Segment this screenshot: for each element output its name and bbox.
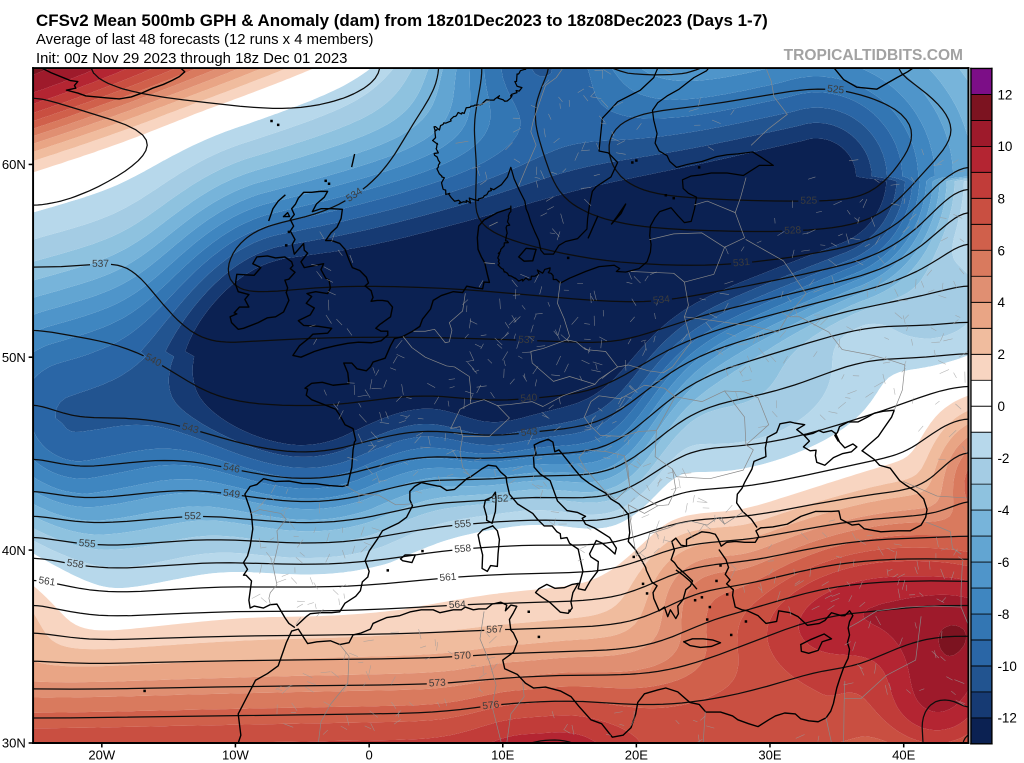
svg-text:525: 525 (800, 196, 817, 207)
svg-text:564: 564 (449, 599, 467, 611)
svg-text:537: 537 (518, 335, 536, 347)
svg-text:-8: -8 (997, 607, 1009, 622)
svg-text:50N: 50N (2, 350, 26, 365)
svg-text:0: 0 (997, 399, 1005, 414)
svg-text:552: 552 (491, 493, 509, 505)
svg-text:576: 576 (482, 699, 500, 712)
svg-text:561: 561 (38, 575, 57, 588)
svg-text:10W: 10W (222, 748, 250, 763)
svg-text:546: 546 (222, 462, 241, 476)
svg-text:20E: 20E (625, 748, 649, 763)
svg-text:20W: 20W (88, 748, 116, 763)
svg-text:558: 558 (66, 558, 85, 572)
svg-text:-2: -2 (997, 451, 1009, 466)
svg-text:525: 525 (827, 84, 845, 97)
svg-text:8: 8 (997, 191, 1005, 206)
svg-text:40N: 40N (2, 543, 26, 558)
svg-text:12: 12 (997, 87, 1012, 102)
svg-text:540: 540 (520, 392, 538, 404)
svg-text:537: 537 (92, 259, 109, 270)
svg-text:543: 543 (181, 421, 201, 436)
svg-text:528: 528 (784, 225, 802, 237)
svg-text:-10: -10 (997, 659, 1016, 674)
svg-text:40E: 40E (892, 748, 916, 763)
svg-text:555: 555 (78, 538, 96, 550)
svg-text:534: 534 (652, 294, 670, 307)
svg-text:549: 549 (222, 488, 241, 501)
svg-text:570: 570 (454, 650, 472, 662)
svg-text:Average of last 48 forecasts (: Average of last 48 forecasts (12 runs x … (36, 32, 374, 48)
svg-text:2: 2 (997, 347, 1005, 362)
svg-text:567: 567 (486, 624, 504, 636)
svg-text:573: 573 (429, 678, 447, 690)
svg-text:0: 0 (366, 748, 373, 763)
svg-text:531: 531 (733, 257, 751, 269)
svg-text:60N: 60N (2, 157, 26, 172)
svg-text:555: 555 (454, 518, 472, 531)
svg-text:552: 552 (184, 511, 202, 522)
svg-text:10: 10 (997, 139, 1012, 154)
svg-text:Init: 00z Nov 29 2023 through: Init: 00z Nov 29 2023 through 18z Dec 01… (36, 51, 347, 67)
svg-text:CFSv2 Mean 500mb GPH & Anomaly: CFSv2 Mean 500mb GPH & Anomaly (dam) fro… (36, 11, 768, 30)
svg-text:558: 558 (454, 543, 472, 556)
svg-text:TROPICALTIDBITS.COM: TROPICALTIDBITS.COM (784, 47, 963, 64)
svg-text:-4: -4 (997, 503, 1009, 518)
svg-text:543: 543 (520, 426, 538, 439)
svg-text:-12: -12 (997, 711, 1016, 726)
svg-text:6: 6 (997, 243, 1005, 258)
svg-text:30N: 30N (2, 736, 26, 751)
svg-text:-6: -6 (997, 555, 1009, 570)
svg-text:4: 4 (997, 295, 1005, 310)
svg-text:561: 561 (439, 572, 457, 584)
svg-text:30E: 30E (758, 748, 782, 763)
svg-text:10E: 10E (491, 748, 515, 763)
